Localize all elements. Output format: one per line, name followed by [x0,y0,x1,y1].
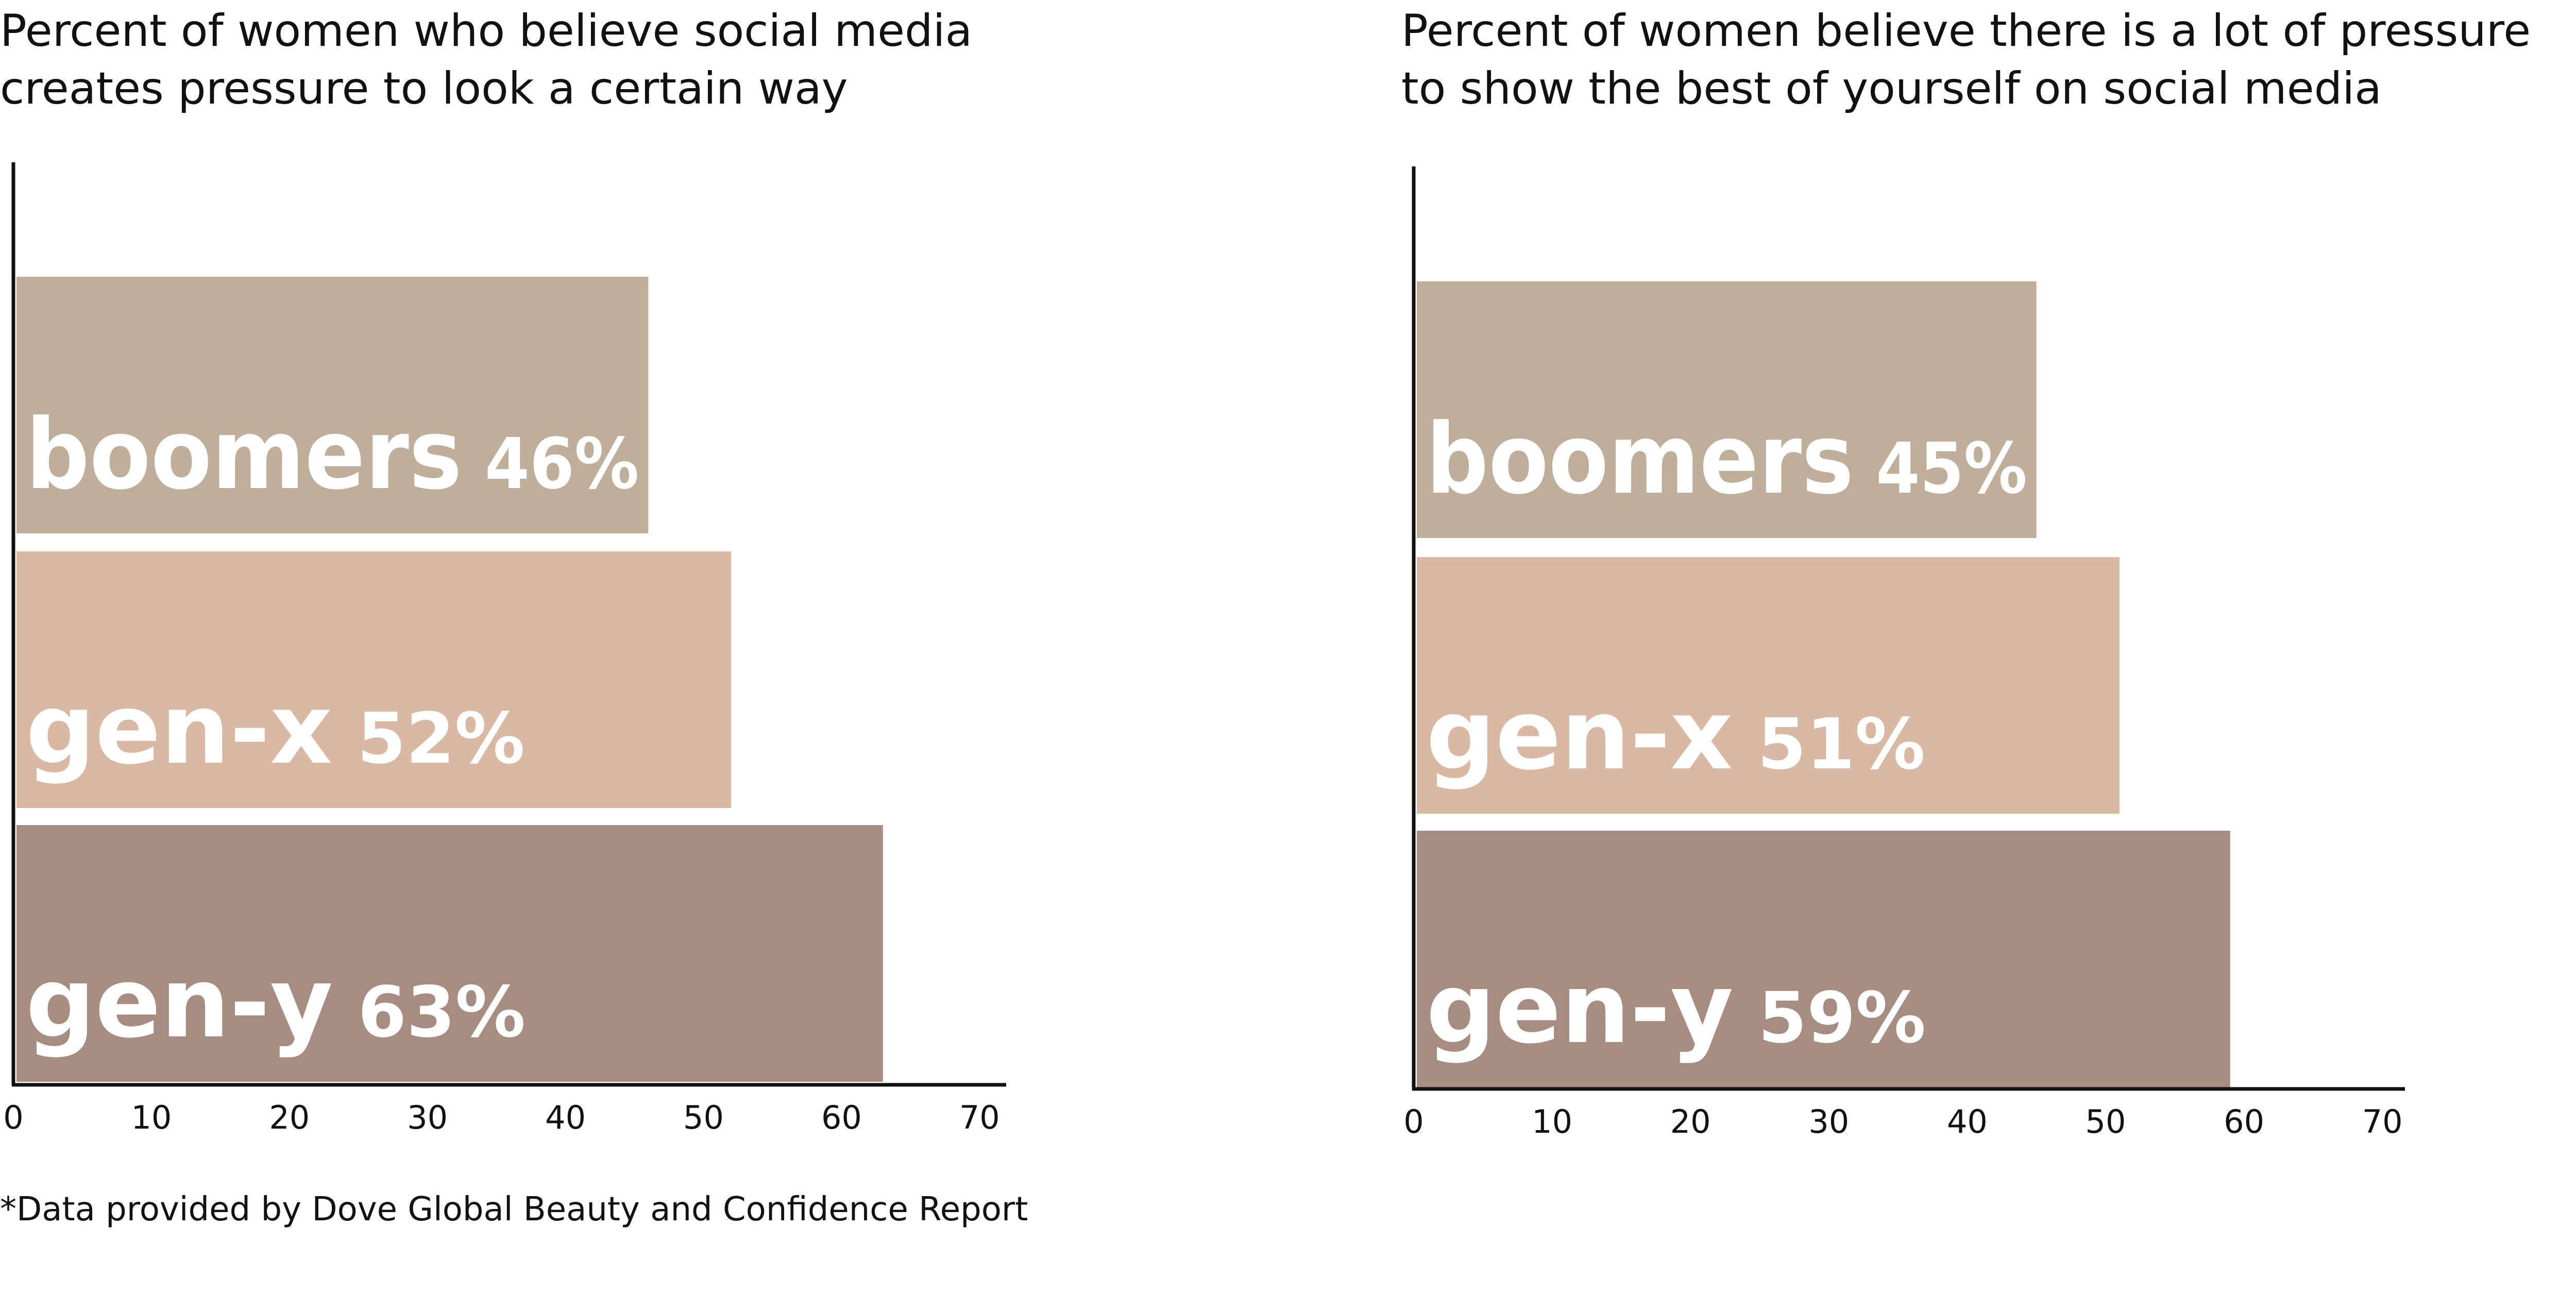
bar-group-boomers: boomers 46% [16,277,649,533]
x-tick-label: 0 [3,1099,23,1136]
bar-label-gen-y: gen-y 59% [1426,952,1926,1065]
x-tick-label: 20 [1670,1103,1711,1140]
bar-group-gen-x: gen-x 52% [16,551,732,808]
bar-label-gen-x: gen-x 52% [26,673,525,786]
x-tick-label: 30 [1808,1103,1849,1140]
bar-gen-x [1417,557,2120,814]
chart-left: Percent of women who believe social medi… [0,0,1185,1211]
bar-gen-y [1417,831,2230,1087]
value-label: 52% [357,698,525,780]
bar-boomers [1417,281,2037,538]
x-tick-label: 20 [269,1099,310,1136]
footnote: *Data provided by Dove Global Beauty and… [0,1190,1028,1229]
x-tick-label: 50 [2086,1103,2126,1140]
bar-label-boomers: boomers 46% [26,398,639,511]
category-label: boomers [1426,403,1854,516]
x-tick-label: 40 [545,1099,586,1136]
value-label: 59% [1758,978,1926,1059]
value-label: 51% [1757,704,1925,785]
category-label: gen-y [26,947,333,1060]
chart-title-line-2: creates pressure to look a certain way [0,63,848,114]
value-label: 45% [1876,428,2027,510]
category-label: boomers [26,398,462,511]
category-label: gen-y [1426,952,1734,1065]
bar-chart-plot: boomers 46% gen-x 52% gen-y 63% 0 10 20 30 40 50 60 7… [3,162,1006,1136]
bar-gen-x [16,551,732,808]
bar-group-gen-x: gen-x 51% [1417,557,2120,814]
x-tick-label: 30 [407,1099,448,1136]
bar-group-gen-y: gen-y 63% [16,825,883,1082]
chart-title: Percent of women believe there is a lot … [1401,2,2531,117]
x-tick-label: 10 [131,1099,172,1136]
chart-title-line-1: Percent of women believe there is a lot … [1401,5,2531,57]
bar-label-boomers: boomers 45% [1426,403,2027,516]
category-label: gen-x [26,673,332,786]
bar-label-gen-y: gen-y 63% [26,947,526,1060]
bar-boomers [16,277,649,533]
chart-title: Percent of women who believe social medi… [0,2,972,117]
chart-title-line-1: Percent of women who believe social medi… [0,5,973,57]
bar-group-boomers: boomers 45% [1417,281,2037,538]
x-tick-label: 60 [821,1099,862,1136]
bar-group-gen-y: gen-y 59% [1417,831,2230,1087]
x-tick-label: 60 [2224,1103,2264,1140]
x-tick-label: 0 [1403,1103,1423,1140]
bar-label-gen-x: gen-x 51% [1426,679,1925,792]
value-label: 63% [358,972,526,1053]
value-label: 46% [485,424,639,505]
x-tick-label: 70 [2362,1103,2403,1140]
category-label: gen-x [1426,679,1733,792]
bar-gen-y [16,825,883,1082]
x-tick-label: 50 [683,1099,724,1136]
chart-right: Percent of women believe there is a lot … [1401,0,2576,1211]
bar-chart-plot: boomers 45% gen-x 51% gen-y 59% 0 10 20 30 40 50 60 7… [1403,166,2405,1140]
x-tick-label: 40 [1947,1103,1988,1140]
chart-title-line-2: to show the best of yourself on social m… [1401,63,2382,114]
x-tick-label: 70 [959,1099,1000,1136]
x-tick-label: 10 [1532,1103,1572,1140]
